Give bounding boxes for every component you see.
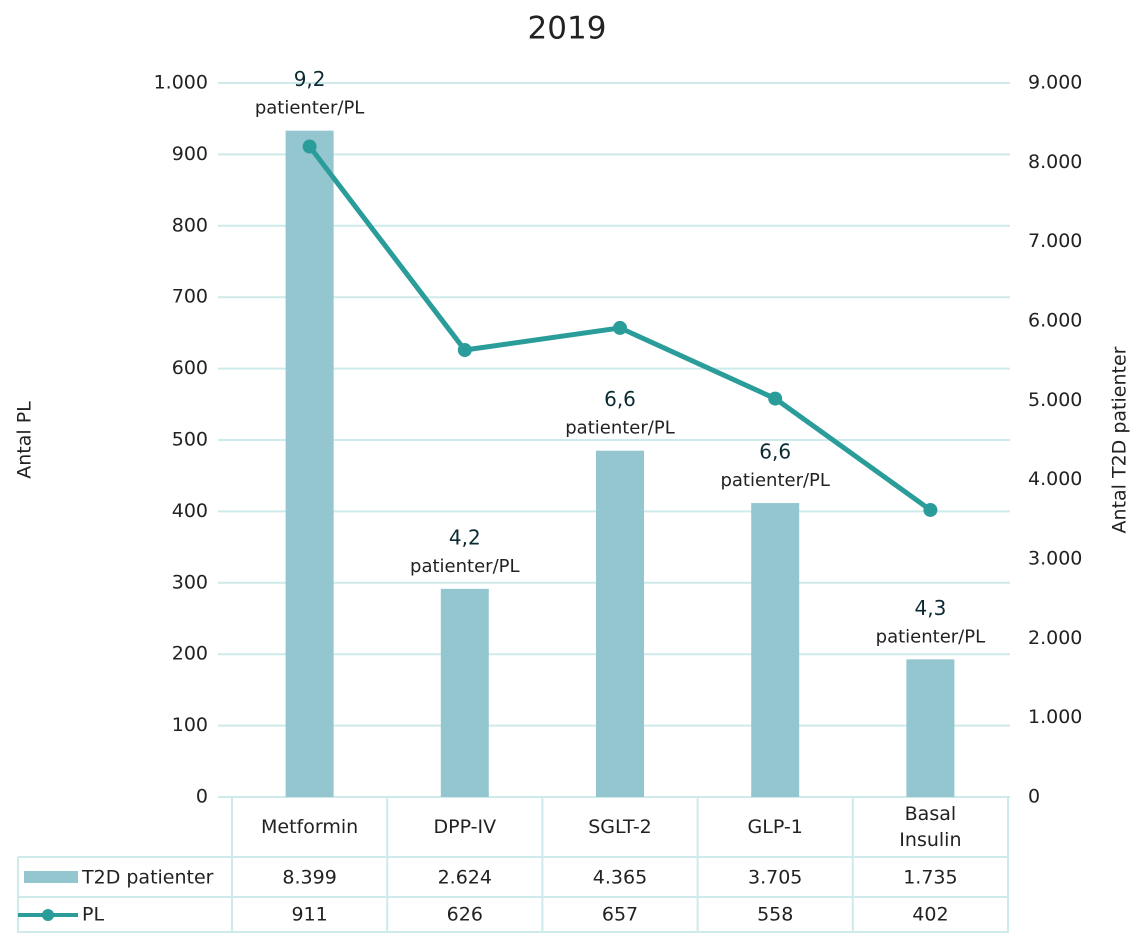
legend-swatch [24,871,78,883]
category-cell: GLP-1 [698,797,853,857]
bar [596,450,644,797]
y2-tick-label: 3.000 [1028,548,1082,570]
category-cell: DPP-IV [387,797,542,857]
x-tick-label: GLP-1 [747,816,803,838]
line-marker [302,139,317,154]
x-tick-label: DPP-IV [433,816,497,838]
y2-tick-label: 0 [1028,786,1040,808]
y-tick-label: 200 [172,643,208,665]
bar [751,503,800,797]
y2-tick-label: 8.000 [1028,151,1082,173]
annotation: patienter/PL [720,470,829,491]
bar [906,659,955,797]
legend-label: PL [82,904,104,926]
x-tick-label: Metformin [261,816,359,838]
table-value: 402 [912,904,948,926]
y-tick-label: 500 [172,429,208,451]
x-tick-label: Basal Insulin [899,803,962,851]
category-label: Metformin [232,797,387,857]
table-value: 2.624 [438,867,492,889]
y-tick-label: 100 [172,714,208,736]
y2-tick-label: 5.000 [1028,389,1082,411]
annotation: patienter/PL [410,556,519,577]
annotation: 4,3 [914,596,946,620]
table-value: 558 [757,904,793,926]
table-value: 3.705 [748,867,802,889]
y2-axis-title: Antal T2D patienter [1109,346,1131,533]
y-tick-label: 600 [172,357,208,379]
y2-tick-label: 4.000 [1028,468,1082,490]
legend-marker [42,909,54,921]
category-cell: Metformin [232,797,387,857]
table-value: 8.399 [282,867,336,889]
chart-title: 2019 [528,11,607,47]
y2-tick-label: 9.000 [1028,72,1082,94]
line-marker [613,320,627,335]
category-label: DPP-IV [387,797,542,857]
bar [285,130,334,798]
annotation: 9,2 [294,67,326,91]
category-label: GLP-1 [698,797,853,857]
annotation: patienter/PL [255,98,364,119]
category-label: Basal Insulin [853,797,1008,857]
y2-tick-label: 2.000 [1028,627,1082,649]
category-label: SGLT-2 [542,797,697,857]
line-marker [457,343,472,358]
table-value: 4.365 [593,867,647,889]
line-marker [923,502,938,517]
y-tick-label: 0 [196,786,208,808]
annotation: patienter/PL [565,418,674,439]
y-tick-label: 800 [172,214,208,236]
annotation: 4,2 [449,525,481,549]
annotation: 6,6 [604,387,636,411]
y-tick-label: 700 [172,286,208,308]
line-marker [768,391,783,406]
y-tick-label: 900 [172,143,208,165]
annotation: patienter/PL [876,626,985,647]
annotation: 6,6 [759,440,791,464]
y-axis-title: Antal PL [14,401,36,479]
table-value: 1.735 [903,867,957,889]
table-value: 911 [291,904,327,926]
table-value: 626 [447,904,483,926]
legend-label: T2D patienter [81,867,214,889]
y2-tick-label: 6.000 [1028,310,1082,332]
category-cell: Basal Insulin [853,797,1008,857]
x-tick-label: SGLT-2 [588,816,652,838]
y2-tick-label: 7.000 [1028,230,1082,252]
y-tick-label: 400 [172,500,208,522]
category-cell: SGLT-2 [542,797,697,857]
bar [440,588,489,797]
y2-tick-label: 1.000 [1028,706,1082,728]
y-tick-label: 1.000 [154,72,208,94]
table-value: 657 [602,904,638,926]
y-tick-label: 300 [172,571,208,593]
